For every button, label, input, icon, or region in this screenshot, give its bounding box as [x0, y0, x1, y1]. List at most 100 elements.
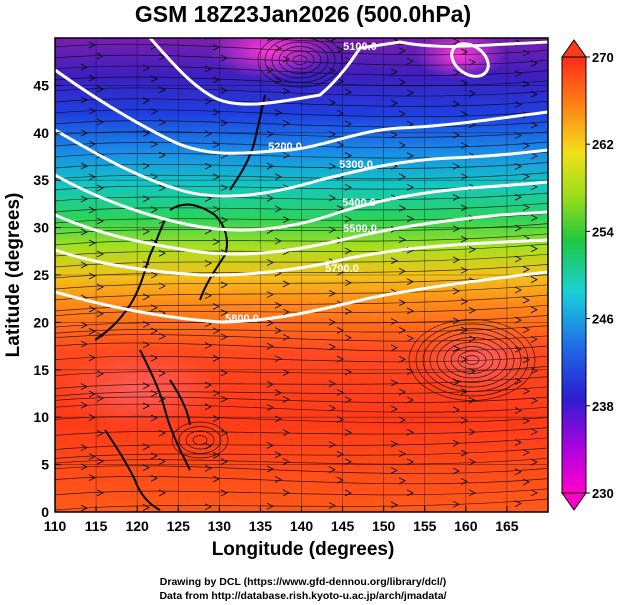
streamline-arrow — [514, 439, 522, 446]
streamline-arrow — [282, 87, 290, 95]
streamline-arrow — [142, 443, 150, 451]
streamline-arrow — [390, 257, 398, 265]
streamline-arrow — [514, 193, 522, 201]
streamline-arrow — [514, 162, 522, 170]
streamline-arrow — [530, 183, 538, 191]
streamline-arrow — [328, 502, 336, 509]
streamline-arrow — [158, 151, 166, 159]
streamline-arrow — [398, 141, 406, 149]
streamline-arrow — [530, 152, 538, 160]
streamline-arrow — [158, 458, 166, 465]
streamline-arrow — [452, 194, 460, 201]
streamline-arrow — [406, 278, 414, 286]
streamline-arrow — [398, 236, 406, 244]
streamline-arrow — [398, 204, 406, 212]
streamline-arrow — [142, 64, 150, 72]
streamline-arrow — [328, 162, 336, 170]
streamline-arrow — [514, 132, 522, 139]
streamline-arrow — [452, 406, 460, 414]
streamline-arrow — [530, 489, 538, 497]
x-tick-label: 115 — [85, 518, 108, 534]
streamline-arrow — [212, 108, 220, 116]
streamline-arrow — [88, 173, 96, 181]
streamline-arrow — [274, 476, 282, 483]
streamline — [55, 334, 548, 342]
streamline-arrow — [514, 101, 522, 108]
streamline-arrow — [158, 429, 166, 437]
streamline-arrow — [158, 53, 166, 61]
streamline-arrow — [150, 173, 158, 181]
streamline-arrow — [452, 131, 460, 139]
contour-label: 5400.0 — [342, 197, 376, 209]
streamline-arrow — [390, 405, 398, 413]
streamline-arrow — [336, 205, 344, 212]
streamline-arrow — [96, 217, 104, 225]
streamline-arrow — [452, 100, 460, 108]
streamline-arrow — [212, 238, 220, 246]
y-tick-label: 25 — [33, 267, 49, 283]
streamline-arrow — [266, 319, 274, 327]
streamline-arrow — [274, 237, 282, 245]
streamline-arrow — [328, 404, 336, 412]
streamline-arrow — [514, 377, 522, 385]
colorbar-tick-label: 230 — [592, 486, 614, 501]
streamline-arrow — [452, 500, 460, 508]
streamline-arrow — [88, 305, 96, 313]
streamline-arrow — [522, 449, 530, 456]
streamline-arrow — [220, 395, 228, 403]
streamline-arrow — [452, 467, 460, 475]
y-tick-label: 35 — [33, 172, 49, 188]
streamline-arrow — [212, 303, 220, 310]
streamline-arrow — [80, 129, 88, 137]
streamline-arrow — [88, 327, 96, 335]
streamline-arrow — [530, 59, 538, 67]
streamline-arrow — [468, 428, 476, 436]
streamline — [55, 87, 548, 97]
streamline-arrow — [96, 310, 104, 318]
streamline — [55, 202, 548, 213]
streamline-arrow — [452, 287, 460, 295]
streamline-arrow — [452, 162, 460, 170]
streamline-arrow — [344, 489, 352, 497]
streamline-arrow — [274, 355, 282, 363]
streamline-arrow — [274, 451, 282, 459]
contour-labels: 5100.0 5200.0 5300.0 5400.0 5500.0 5700.0 5800… — [225, 41, 377, 325]
streamline-arrow — [150, 206, 158, 214]
contour-label: 5300.0 — [339, 159, 373, 171]
streamline-arrow — [274, 141, 282, 149]
streamline-arrow — [530, 214, 538, 222]
streamline-arrow — [398, 173, 406, 181]
streamline-arrow — [220, 333, 228, 341]
streamline-arrow — [406, 215, 414, 223]
streamline — [55, 498, 548, 511]
streamline-arrow — [522, 387, 530, 395]
contour-closed-low — [450, 42, 490, 78]
streamline-arrow — [142, 293, 150, 301]
streamline-arrow — [204, 162, 212, 170]
streamline-arrow — [266, 130, 274, 138]
y-tick-label: 5 — [41, 457, 49, 473]
streamline-arrow — [88, 41, 96, 49]
vortex-ring — [457, 350, 487, 370]
streamline-arrow — [398, 388, 406, 396]
streamline-arrow — [398, 47, 406, 55]
streamline-arrow — [274, 205, 282, 213]
streamline-arrow — [390, 440, 398, 448]
streamline — [55, 304, 548, 317]
streamline-arrow — [274, 45, 282, 52]
streamline-arrow — [468, 90, 476, 97]
streamline-arrow — [204, 259, 212, 267]
streamline-arrow — [336, 109, 344, 117]
streamline-arrow — [522, 326, 530, 334]
streamline-arrow — [88, 206, 96, 214]
streamline-arrow — [336, 476, 344, 484]
streamline-arrow — [468, 489, 476, 497]
vortex-ring — [278, 46, 322, 74]
streamline — [55, 264, 548, 279]
streamline-arrow — [150, 75, 158, 83]
streamline — [55, 376, 548, 389]
streamline-arrow — [522, 142, 530, 150]
streamline-arrow — [212, 389, 220, 397]
streamline-arrow — [96, 118, 104, 126]
streamline-arrow — [158, 119, 166, 126]
